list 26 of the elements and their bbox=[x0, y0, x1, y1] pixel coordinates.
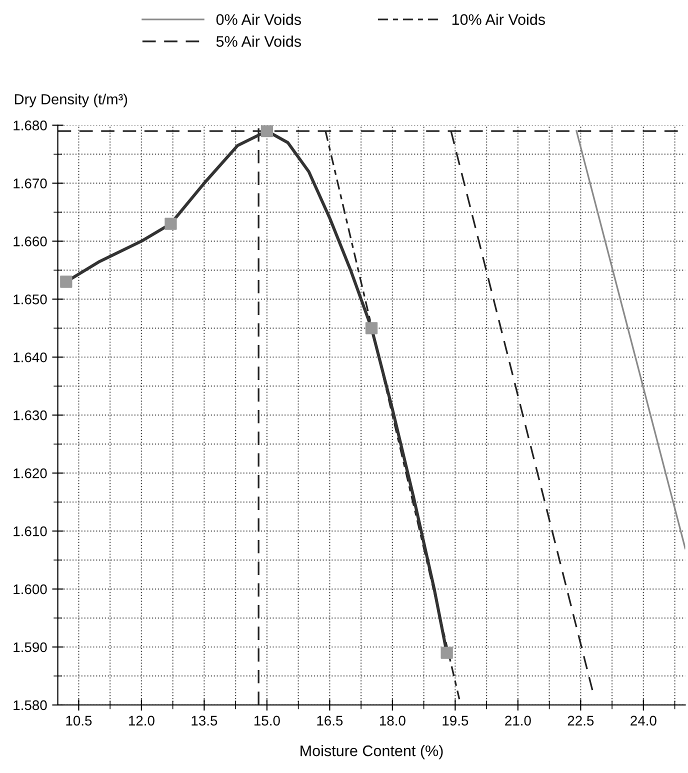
y-tick-label: 1.670 bbox=[14, 178, 47, 188]
x-tick-label: 13.5 bbox=[192, 716, 218, 726]
x-tick-label: 12.0 bbox=[128, 716, 154, 726]
x-tick-label: 24.0 bbox=[630, 716, 656, 726]
x-tick-label: 15.0 bbox=[254, 716, 280, 726]
x-tick-label: 19.5 bbox=[442, 716, 468, 726]
x-tick-label: 10.5 bbox=[66, 716, 92, 726]
y-tick-label: 1.580 bbox=[14, 700, 47, 710]
y-tick-label: 1.660 bbox=[14, 236, 47, 246]
legend-label: 5% Air Voids bbox=[216, 36, 302, 47]
y-tick-label: 1.590 bbox=[14, 642, 47, 652]
y-tick-label: 1.600 bbox=[14, 584, 47, 594]
y-tick-label: 1.620 bbox=[14, 468, 47, 478]
y-tick-label: 1.640 bbox=[14, 352, 47, 362]
x-tick-label: 16.5 bbox=[317, 716, 343, 726]
y-tick-label: 1.610 bbox=[14, 526, 47, 536]
y-axis-title: Dry Density (t/m³) bbox=[14, 94, 128, 108]
x-tick-label: 21.0 bbox=[505, 716, 531, 726]
x-tick-label: 18.0 bbox=[380, 716, 406, 726]
legend-label: 10% Air Voids bbox=[452, 14, 546, 25]
y-tick-label: 1.650 bbox=[14, 294, 47, 304]
y-tick-label: 1.630 bbox=[14, 410, 47, 420]
x-tick-label: 22.5 bbox=[568, 716, 594, 726]
legend-label: 0% Air Voids bbox=[216, 14, 302, 25]
y-tick-label: 1.680 bbox=[14, 120, 47, 130]
x-axis-title: Moisture Content (%) bbox=[300, 745, 443, 760]
